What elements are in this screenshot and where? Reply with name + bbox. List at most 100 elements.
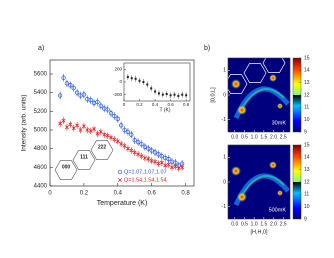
scattering-arc	[241, 175, 285, 196]
y-tick-label: 5000	[34, 128, 48, 134]
point	[88, 129, 93, 133]
point	[75, 123, 79, 128]
colorbar-tick-label: 13	[304, 80, 310, 86]
x-axis-label: Temperature (K)	[97, 200, 148, 207]
x-tick-label: 0.8	[183, 102, 190, 107]
point	[68, 83, 73, 88]
x-tick-label: 0.5	[241, 134, 248, 140]
y-tick-label: 0	[223, 92, 226, 98]
colorbar-tick-label: 12	[304, 92, 310, 98]
bragg-peak	[277, 190, 283, 196]
y-tick-label: 0	[223, 179, 226, 185]
scattering-arc	[241, 88, 285, 109]
point	[95, 99, 100, 105]
panel-label: b)	[204, 45, 210, 52]
point	[95, 131, 100, 136]
bragg-peak	[231, 166, 241, 176]
point	[102, 132, 107, 137]
colorbar-tick-label: 13	[304, 167, 310, 173]
point	[119, 142, 124, 146]
point	[71, 126, 76, 131]
x-tick-label: 1.0	[251, 134, 258, 140]
bragg-peak	[237, 105, 247, 115]
colorbar-tick-label: 10	[304, 204, 310, 210]
colorbar-tick-label: 14	[304, 155, 310, 161]
point	[122, 143, 127, 148]
point	[132, 150, 137, 155]
point	[64, 81, 70, 86]
point	[146, 83, 149, 86]
y-tick-label: 5200	[34, 109, 48, 115]
point	[173, 164, 178, 169]
point	[139, 154, 144, 159]
y-tick-label: 4600	[34, 165, 48, 171]
bragg-peak	[269, 161, 277, 169]
point	[146, 146, 151, 151]
point	[142, 144, 148, 149]
x-axis-label: [H,H,0]	[250, 229, 268, 235]
point	[88, 97, 93, 103]
point	[150, 87, 153, 90]
point	[98, 129, 103, 134]
x-tick-label: 1.5	[260, 134, 267, 140]
zone-label: 111	[80, 154, 88, 160]
plot-frame	[49, 59, 195, 187]
point	[126, 75, 129, 78]
point	[61, 118, 66, 123]
x-tick-label: 1.5	[260, 221, 267, 227]
point	[105, 133, 110, 138]
point	[163, 163, 168, 168]
point	[166, 162, 171, 167]
point	[139, 141, 144, 147]
inset-frame	[123, 62, 191, 102]
point	[156, 152, 161, 157]
point	[108, 111, 114, 116]
point	[156, 161, 161, 166]
zone-label: 222	[98, 144, 107, 150]
point	[85, 128, 90, 132]
colorbar-tick-label: 14	[304, 68, 310, 74]
point	[81, 92, 87, 97]
point	[181, 93, 184, 96]
brillouin-zone	[54, 160, 78, 180]
point	[170, 165, 174, 170]
y-tick-label: 1	[223, 155, 226, 161]
point	[130, 77, 133, 80]
y-tick-label: -200	[113, 92, 123, 97]
point	[169, 94, 172, 97]
zone-outline	[262, 53, 286, 73]
brillouin-zone	[72, 150, 96, 170]
point	[173, 93, 176, 96]
colorbar-tick-label: 11	[304, 105, 309, 111]
y-tick-label: 5600	[34, 72, 48, 78]
point	[98, 103, 103, 108]
x-tick-label: 1.0	[251, 221, 258, 227]
temperature-label: 30mK	[272, 120, 287, 126]
point	[92, 127, 96, 131]
point	[129, 148, 134, 153]
colorbar-tick-label: 15	[304, 55, 310, 61]
y-tick-label: -1	[222, 204, 227, 210]
point	[126, 146, 130, 151]
x-tick-label: 0	[48, 191, 52, 197]
point	[153, 159, 157, 164]
point	[149, 158, 154, 163]
point	[129, 132, 134, 137]
x-tick-label: 0.0	[231, 134, 238, 140]
point	[78, 128, 83, 132]
point	[115, 139, 120, 144]
temperature-label: 500mK	[269, 207, 287, 213]
point	[58, 121, 63, 126]
point	[142, 81, 145, 83]
colorbar-tick-label: 11	[304, 192, 309, 198]
point	[115, 116, 120, 121]
point	[176, 166, 181, 171]
colorbar-tick-label: 10	[304, 117, 310, 123]
zone-label: 000	[62, 164, 71, 170]
point	[157, 92, 160, 95]
y-tick-label: -1	[222, 117, 227, 123]
point	[109, 135, 113, 140]
point	[122, 127, 127, 133]
legend-marker	[118, 178, 122, 182]
